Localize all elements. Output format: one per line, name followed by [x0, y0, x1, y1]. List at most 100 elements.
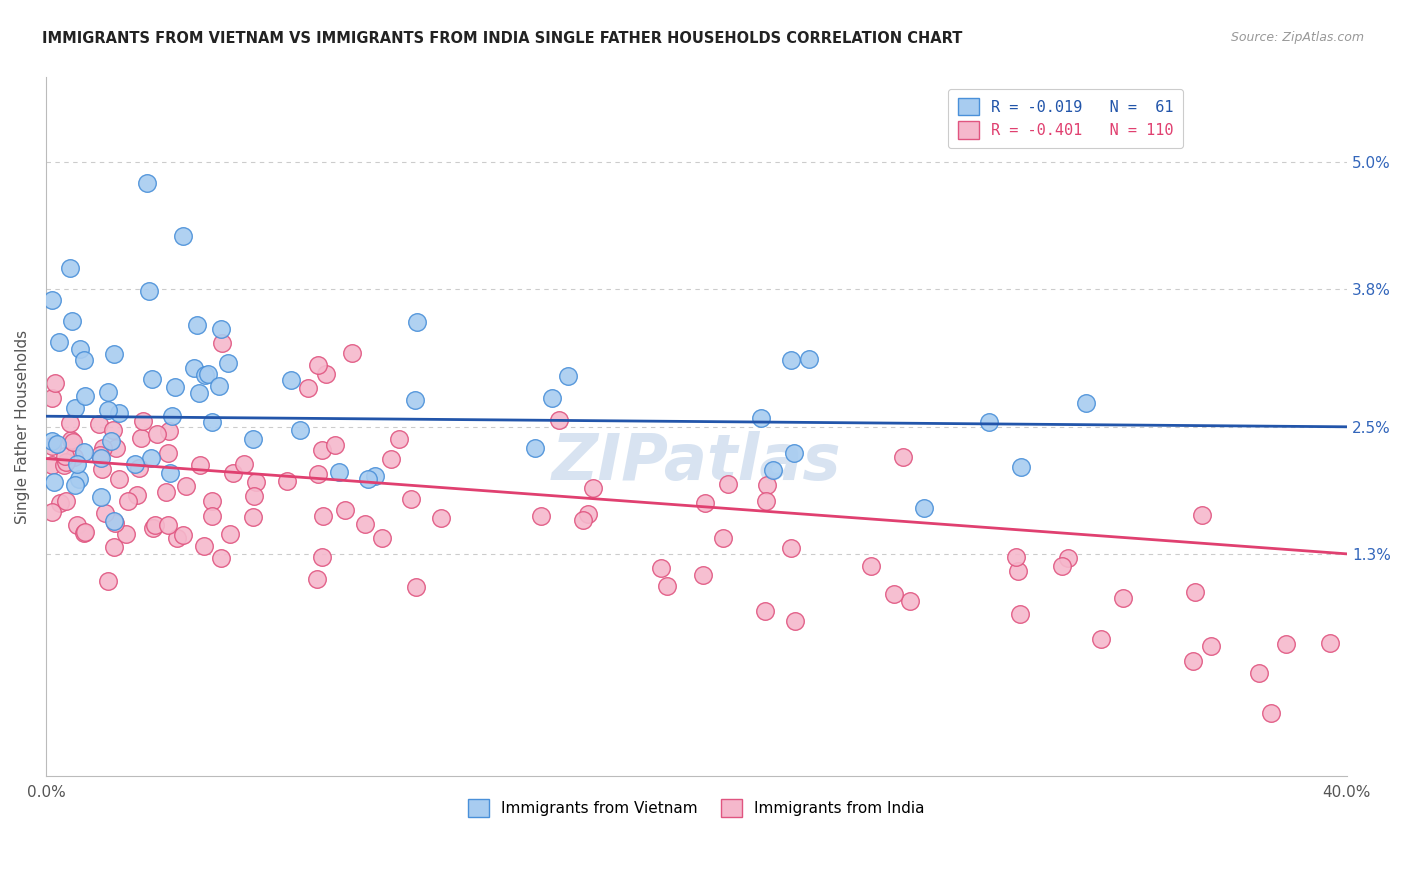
- Point: [693, 496, 716, 510]
- Point: [288, 423, 311, 437]
- Point: [891, 450, 914, 465]
- Point: [59, 260, 82, 275]
- Point: [125, 488, 148, 502]
- Point: [650, 561, 672, 575]
- Point: [104, 441, 127, 455]
- Point: [90, 462, 112, 476]
- Point: [160, 409, 183, 424]
- Point: [540, 392, 562, 406]
- Point: [548, 413, 571, 427]
- Point: [73, 352, 96, 367]
- Point: [209, 551, 232, 566]
- Point: [124, 458, 146, 472]
- Point: [188, 458, 211, 473]
- Point: [101, 423, 124, 437]
- Point: [328, 466, 350, 480]
- Point: [429, 511, 451, 525]
- Point: [242, 432, 264, 446]
- Point: [89, 417, 111, 431]
- Point: [63, 450, 86, 465]
- Point: [157, 446, 180, 460]
- Point: [357, 472, 380, 486]
- Point: [67, 472, 90, 486]
- Point: [117, 494, 139, 508]
- Point: [103, 540, 125, 554]
- Point: [100, 434, 122, 449]
- Point: [1199, 639, 1222, 653]
- Point: [172, 528, 194, 542]
- Point: [1010, 460, 1032, 475]
- Point: [141, 372, 163, 386]
- Point: [333, 503, 356, 517]
- Point: [174, 478, 197, 492]
- Point: [657, 579, 679, 593]
- Point: [1008, 607, 1031, 621]
- Point: [1056, 550, 1078, 565]
- Point: [307, 467, 329, 481]
- Point: [73, 445, 96, 459]
- Point: [1274, 637, 1296, 651]
- Point: [159, 466, 181, 480]
- Point: [143, 517, 166, 532]
- Point: [55, 455, 77, 469]
- Point: [66, 517, 89, 532]
- Point: [232, 457, 254, 471]
- Y-axis label: Single Father Households: Single Father Households: [15, 330, 30, 524]
- Point: [63, 477, 86, 491]
- Point: [1005, 550, 1028, 565]
- Text: ZIPatlas: ZIPatlas: [551, 431, 841, 492]
- Point: [209, 321, 232, 335]
- Point: [63, 401, 86, 415]
- Point: [89, 448, 111, 462]
- Point: [898, 594, 921, 608]
- Point: [115, 527, 138, 541]
- Point: [107, 472, 129, 486]
- Point: [404, 392, 426, 407]
- Point: [41, 505, 63, 519]
- Point: [692, 567, 714, 582]
- Point: [62, 435, 84, 450]
- Point: [530, 509, 553, 524]
- Point: [48, 335, 70, 350]
- Point: [582, 481, 605, 495]
- Point: [132, 414, 155, 428]
- Point: [49, 496, 72, 510]
- Point: [245, 475, 267, 490]
- Point: [1007, 565, 1029, 579]
- Point: [208, 379, 231, 393]
- Point: [42, 475, 65, 489]
- Point: [219, 526, 242, 541]
- Point: [172, 229, 194, 244]
- Point: [52, 458, 75, 472]
- Point: [315, 367, 337, 381]
- Point: [135, 177, 157, 191]
- Point: [183, 361, 205, 376]
- Point: [188, 386, 211, 401]
- Text: Source: ZipAtlas.com: Source: ZipAtlas.com: [1230, 31, 1364, 45]
- Point: [186, 318, 208, 332]
- Point: [103, 347, 125, 361]
- Point: [41, 458, 63, 472]
- Point: [388, 432, 411, 446]
- Point: [90, 490, 112, 504]
- Point: [197, 368, 219, 382]
- Point: [211, 335, 233, 350]
- Point: [201, 415, 224, 429]
- Point: [243, 489, 266, 503]
- Point: [755, 494, 778, 508]
- Point: [59, 434, 82, 448]
- Point: [749, 411, 772, 425]
- Point: [131, 432, 153, 446]
- Point: [353, 516, 375, 531]
- Point: [754, 604, 776, 618]
- Point: [297, 380, 319, 394]
- Point: [1191, 508, 1213, 522]
- Point: [860, 559, 883, 574]
- Point: [138, 285, 160, 299]
- Point: [41, 293, 63, 307]
- Point: [312, 509, 335, 524]
- Point: [780, 541, 803, 555]
- Point: [41, 391, 63, 405]
- Point: [104, 516, 127, 531]
- Point: [912, 501, 935, 516]
